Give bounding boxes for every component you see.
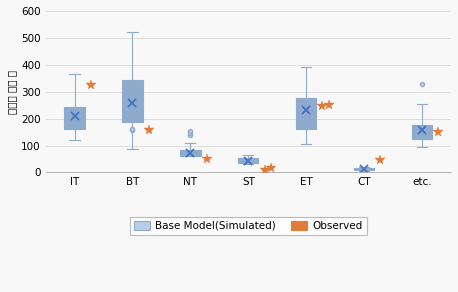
- PathPatch shape: [180, 150, 201, 156]
- PathPatch shape: [238, 159, 258, 163]
- Legend: Base Model(Simulated), Observed: Base Model(Simulated), Observed: [130, 217, 367, 235]
- PathPatch shape: [65, 107, 85, 128]
- PathPatch shape: [296, 98, 316, 128]
- Y-axis label: 사업화 과제 수: 사업화 과제 수: [7, 70, 17, 114]
- PathPatch shape: [412, 125, 432, 139]
- PathPatch shape: [354, 168, 374, 170]
- PathPatch shape: [122, 80, 142, 122]
